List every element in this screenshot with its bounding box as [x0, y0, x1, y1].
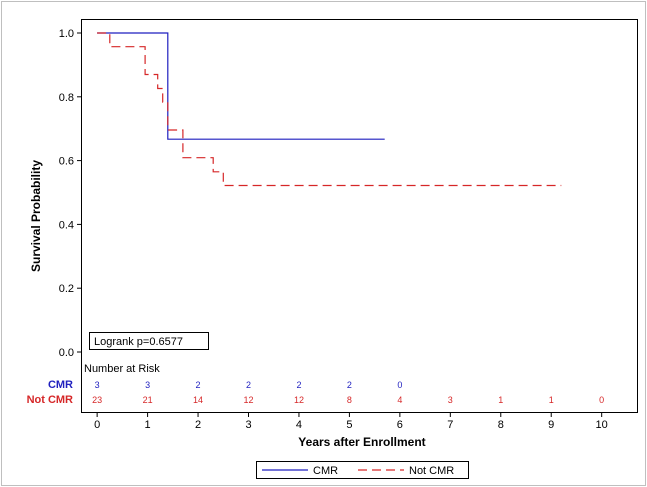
- risk-count: 0: [397, 380, 402, 390]
- series-layer: [97, 32, 562, 187]
- x-axis-label: Years after Enrollment: [298, 435, 425, 449]
- legend-label-not-cmr: Not CMR: [409, 465, 454, 477]
- risk-count: 12: [294, 395, 304, 405]
- x-tick-label: 10: [596, 419, 608, 431]
- y-axis: 0.0 0.2 0.4 0.6 0.8 1.0: [59, 28, 82, 359]
- series-line-not-cmr: [97, 32, 562, 187]
- x-tick-label: 1: [145, 419, 151, 431]
- y-tick-label: 0.8: [59, 92, 74, 104]
- x-tick-label: 3: [245, 419, 251, 431]
- risk-count: 1: [549, 395, 554, 405]
- risk-count: 4: [397, 395, 402, 405]
- risk-count: 3: [448, 395, 453, 405]
- risk-count: 14: [193, 395, 203, 405]
- x-tick-label: 0: [94, 419, 100, 431]
- x-tick-label: 7: [447, 419, 453, 431]
- risk-table: 3 3 2 2 2 2 0 23 21 14 12 12 8 4 3 1 1 0: [92, 380, 604, 405]
- risk-count: 23: [92, 395, 102, 405]
- risk-count: 1: [498, 395, 503, 405]
- x-tick-label: 8: [498, 419, 504, 431]
- y-tick-label: 0.6: [59, 156, 74, 168]
- risk-count: 2: [347, 380, 352, 390]
- x-tick-label: 9: [548, 419, 554, 431]
- y-tick-label: 1.0: [59, 28, 74, 40]
- risk-count: 3: [95, 380, 100, 390]
- risk-table-title: Number at Risk: [84, 363, 160, 375]
- risk-count: 21: [143, 395, 153, 405]
- y-tick-label: 0.0: [59, 347, 74, 359]
- legend: CMR Not CMR: [256, 461, 469, 479]
- x-tick-label: 4: [296, 419, 302, 431]
- risk-count: 0: [599, 395, 604, 405]
- y-tick-label: 0.4: [59, 219, 74, 231]
- logrank-box: [89, 332, 209, 350]
- risk-count: 8: [347, 395, 352, 405]
- x-tick-label: 5: [346, 419, 352, 431]
- risk-count: 3: [145, 380, 150, 390]
- x-tick-label: 6: [397, 419, 403, 431]
- logrank-annotation: Logrank p=0.6577: [94, 336, 183, 348]
- y-axis-label: Survival Probability: [29, 160, 43, 272]
- series-line-cmr: [97, 32, 385, 140]
- risk-row-label-not-cmr: Not CMR: [27, 394, 73, 406]
- x-tick-label: 2: [195, 419, 201, 431]
- y-tick-label: 0.2: [59, 283, 74, 295]
- x-axis: 0 1 2 3 4 5 6 7 8 9 10: [94, 412, 608, 431]
- risk-count: 2: [196, 380, 201, 390]
- risk-row-label-cmr: CMR: [48, 379, 73, 391]
- risk-count: 2: [296, 380, 301, 390]
- plot-area: [81, 19, 638, 413]
- risk-count: 12: [243, 395, 253, 405]
- risk-count: 2: [246, 380, 251, 390]
- legend-label-cmr: CMR: [313, 465, 338, 477]
